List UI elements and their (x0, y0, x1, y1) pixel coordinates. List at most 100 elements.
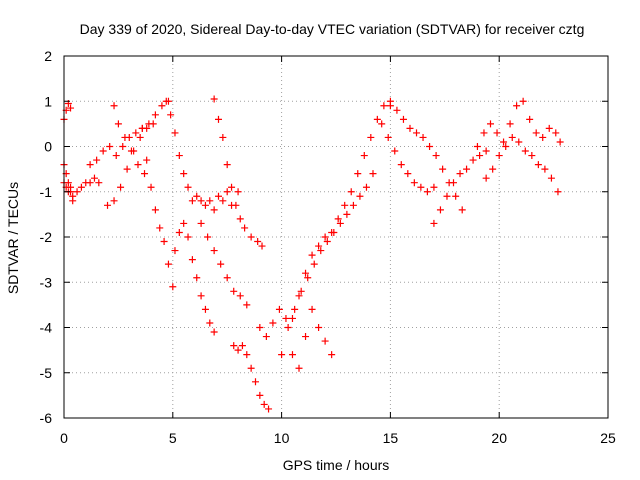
data-point (380, 102, 388, 110)
data-point (367, 133, 375, 141)
data-point (515, 138, 523, 146)
x-tick-label: 0 (60, 430, 68, 446)
data-point (282, 314, 290, 322)
data-point (234, 188, 242, 196)
x-tick-label: 25 (600, 430, 616, 446)
data-point (473, 143, 481, 150)
data-point (175, 228, 183, 236)
data-point (315, 242, 323, 250)
data-point (506, 120, 514, 128)
data-point (404, 170, 412, 178)
data-point (500, 138, 508, 146)
data-point (90, 174, 98, 182)
data-point (110, 197, 118, 205)
data-point (180, 219, 188, 227)
data-point (119, 143, 127, 150)
y-tick-label: -4 (40, 320, 53, 336)
y-tick-label: -6 (40, 410, 53, 426)
grid (64, 56, 608, 418)
series-arc-6 (110, 102, 149, 178)
data-point (336, 219, 344, 227)
data-point (219, 133, 227, 141)
data-point (219, 197, 227, 205)
data-point (308, 305, 316, 313)
data-point (452, 192, 460, 200)
data-point (64, 179, 72, 187)
y-tick-label: 2 (44, 48, 52, 64)
data-point (269, 319, 277, 327)
data-point (238, 342, 246, 350)
data-point (201, 201, 209, 209)
x-axis-label: GPS time / hours (283, 457, 390, 473)
data-point (193, 192, 201, 200)
data-point (217, 260, 225, 268)
data-point (356, 192, 364, 200)
data-point (204, 233, 212, 241)
series-arc-17 (386, 102, 466, 214)
data-point (210, 206, 218, 214)
data-point (439, 165, 447, 173)
data-point (210, 247, 218, 255)
data-point (482, 174, 490, 182)
data-point (210, 328, 218, 336)
data-point (149, 120, 157, 128)
data-point (206, 319, 214, 327)
data-point (260, 400, 268, 408)
data-point (180, 170, 188, 178)
data-point (247, 364, 255, 372)
data-point (171, 129, 179, 137)
data-point (117, 183, 125, 191)
data-point (151, 206, 159, 214)
series-arc-19 (473, 97, 564, 150)
data-point (413, 129, 421, 137)
data-point (193, 274, 201, 282)
data-point (417, 183, 425, 191)
data-point (545, 124, 553, 132)
data-point (99, 147, 107, 155)
data-point (223, 161, 231, 169)
data-point (223, 188, 231, 196)
data-point (167, 111, 175, 119)
data-point (164, 260, 172, 268)
data-point (254, 238, 262, 246)
data-point (343, 210, 351, 218)
data-point (519, 97, 527, 105)
data-point (134, 161, 142, 169)
data-point (532, 129, 540, 137)
data-point (67, 104, 75, 112)
data-point (147, 183, 155, 191)
data-point (397, 161, 405, 169)
data-point (406, 124, 414, 132)
data-point (362, 183, 370, 191)
data-point (284, 324, 292, 331)
data-point (369, 170, 377, 178)
data-point (214, 192, 222, 200)
data-point (321, 337, 329, 345)
data-point (410, 179, 418, 187)
data-point (197, 292, 205, 300)
data-point (450, 179, 458, 187)
data-point (378, 120, 386, 128)
data-point (493, 129, 501, 137)
data-point (295, 364, 303, 372)
x-tick-label: 20 (491, 430, 507, 446)
series-arc-14 (278, 170, 377, 359)
data-point (539, 133, 547, 141)
data-point (197, 219, 205, 227)
data-point (513, 102, 521, 110)
data-point (151, 111, 159, 119)
data-point (256, 324, 264, 331)
data-point (104, 201, 112, 209)
data-point (112, 152, 120, 160)
data-point (310, 260, 318, 268)
data-point (278, 351, 286, 359)
data-point (315, 324, 323, 331)
data-point (201, 305, 209, 313)
data-point (456, 170, 464, 178)
series-arc-10 (197, 219, 251, 309)
data-point (430, 219, 438, 227)
data-point (206, 197, 214, 205)
data-point (458, 206, 466, 214)
data-point (349, 201, 357, 209)
